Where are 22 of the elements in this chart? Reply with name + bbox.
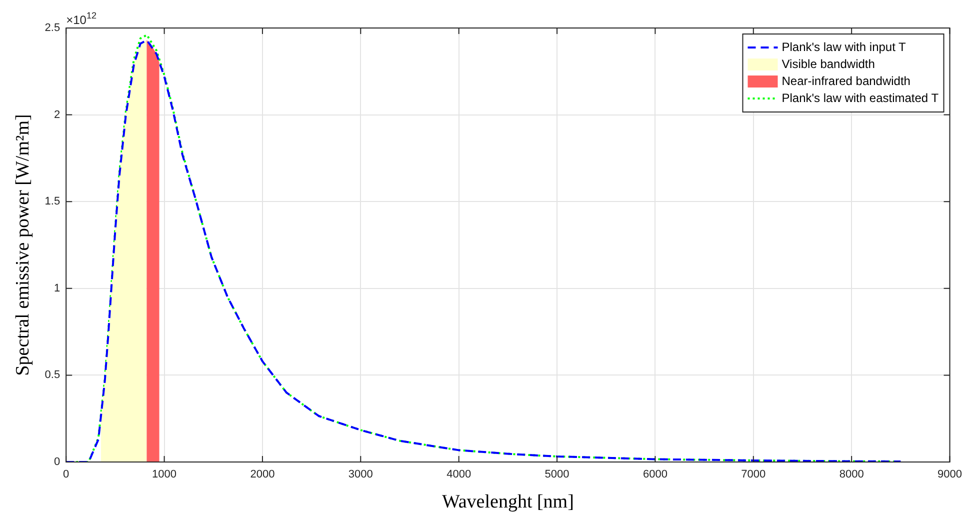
x-tick-label: 3000 <box>348 468 373 481</box>
legend-label: Plank's law with input T <box>782 40 907 54</box>
x-tick-label: 2000 <box>250 468 275 481</box>
y-tick-label: 0.5 <box>44 369 60 382</box>
x-tick-label: 8000 <box>839 468 864 481</box>
x-tick-label: 9000 <box>938 468 962 481</box>
x-tick-label: 6000 <box>642 468 668 481</box>
y-tick-label: 2.5 <box>44 22 60 34</box>
y-tick-label: 1 <box>54 282 60 294</box>
x-tick-label: 7000 <box>741 468 766 481</box>
x-tick-label: 5000 <box>544 468 570 481</box>
y-tick-label: 1.5 <box>44 196 60 208</box>
x-tick-label: 1000 <box>152 468 177 481</box>
x-axis-title: Wavelenght [nm] <box>442 492 574 513</box>
y-tick-label: 0 <box>54 456 60 468</box>
legend-label: Plank's law with eastimated T <box>782 90 940 105</box>
y-tick-label: 2 <box>54 108 60 121</box>
x-tick-label: 4000 <box>446 468 472 481</box>
legend-label: Visible bandwidth <box>782 56 875 71</box>
x-tick-label: 0 <box>63 468 70 481</box>
legend-label: Near-infrared bandwidth <box>782 74 910 88</box>
y-axis-title: Spectral emissive power [W/m²m] <box>12 114 34 376</box>
